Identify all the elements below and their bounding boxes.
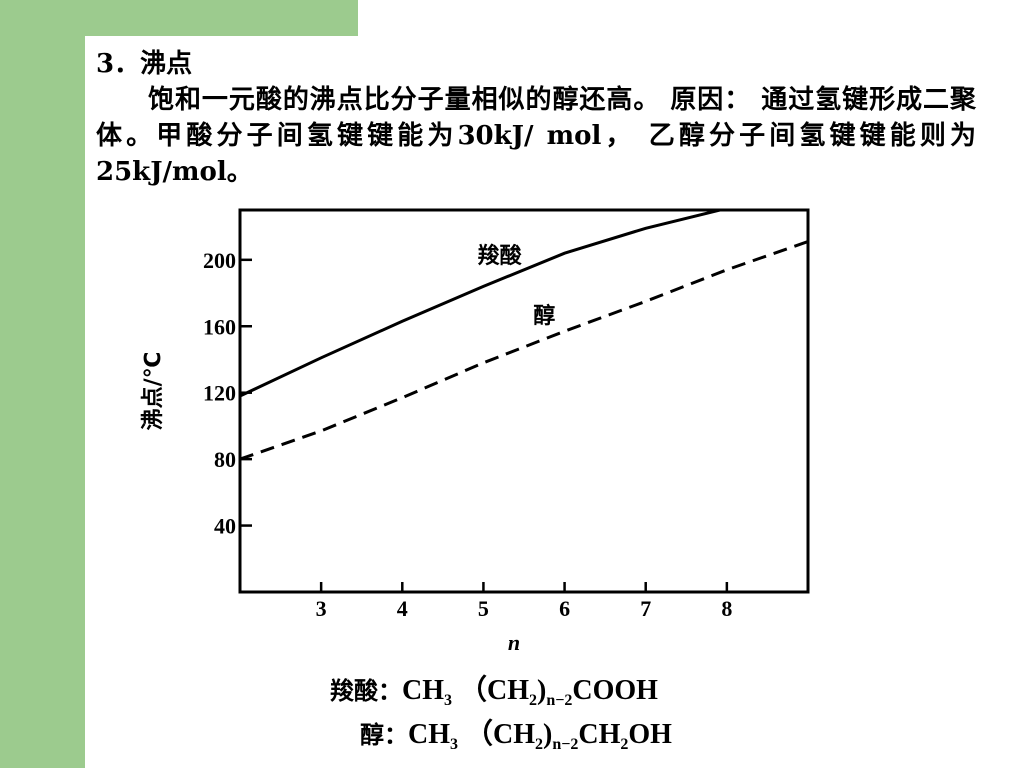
alcohol-formula-p5: OH [628,719,672,750]
y-tick-label: 120 [203,381,236,406]
x-tick-label: 7 [640,596,651,621]
x-tick-label: 8 [721,596,732,621]
x-axis-label: n [508,630,520,655]
series-label-1: 醇 [533,303,555,329]
y-tick-label: 40 [214,514,236,539]
acid-formula-name: 羧酸： [330,677,402,705]
slide-heading: 3．沸点 [96,49,193,79]
alcohol-formula: 醇：CH3 （CH2)n−2CH2OH [360,712,672,754]
green-sidebar [0,0,85,768]
alcohol-formula-p4: CH [578,719,621,750]
x-tick-label: 5 [478,596,489,621]
acid-formula-p4: COOH [572,675,658,706]
x-tick-label: 4 [397,596,408,621]
y-tick-label: 200 [203,248,236,273]
alcohol-formula-s1: 3 [450,736,458,753]
acid-formula-p2: （CH [452,675,530,706]
acid-formula-s2: 2 [529,692,538,709]
y-tick-label: 160 [203,314,236,339]
acid-formula-s1: 3 [444,692,452,709]
alcohol-formula-p1: CH [408,719,450,750]
alcohol-formula-s2: 2 [535,736,544,753]
alcohol-formula-s4: 2 [620,736,629,753]
green-top-band [85,0,358,36]
acid-formula-p1: CH [402,675,444,706]
y-axis-label: 沸点/℃ [140,352,166,431]
series-line-1 [240,240,808,461]
series-line-0 [240,210,727,398]
alcohol-formula-name: 醇： [360,721,408,749]
y-tick-label: 80 [214,447,236,472]
series-label-0: 羧酸 [478,243,523,269]
alcohol-formula-p3: ) [543,719,553,750]
slide-paragraph: 饱和一元酸的沸点比分子量相似的醇还高。 原因： 通过氢键形成二聚体。甲酸分子间氢… [96,85,976,187]
alcohol-formula-p2: （CH [458,719,536,750]
acid-formula: 羧酸：CH3 （CH2)n−2COOH [330,668,658,710]
x-tick-label: 3 [316,596,327,621]
acid-formula-s3: n−2 [546,692,573,709]
slide-text: 3．沸点 饱和一元酸的沸点比分子量相似的醇还高。 原因： 通过氢键形成二聚体。甲… [96,46,976,190]
plot-frame [238,208,810,594]
acid-formula-p3: ) [537,675,547,706]
x-tick-label: 6 [559,596,570,621]
boiling-point-chart: 3 4 5 6 7 8 40 80 120 160 200 羧酸醇 n 沸点/℃ [140,208,810,655]
alcohol-formula-s3: n−2 [552,736,579,753]
